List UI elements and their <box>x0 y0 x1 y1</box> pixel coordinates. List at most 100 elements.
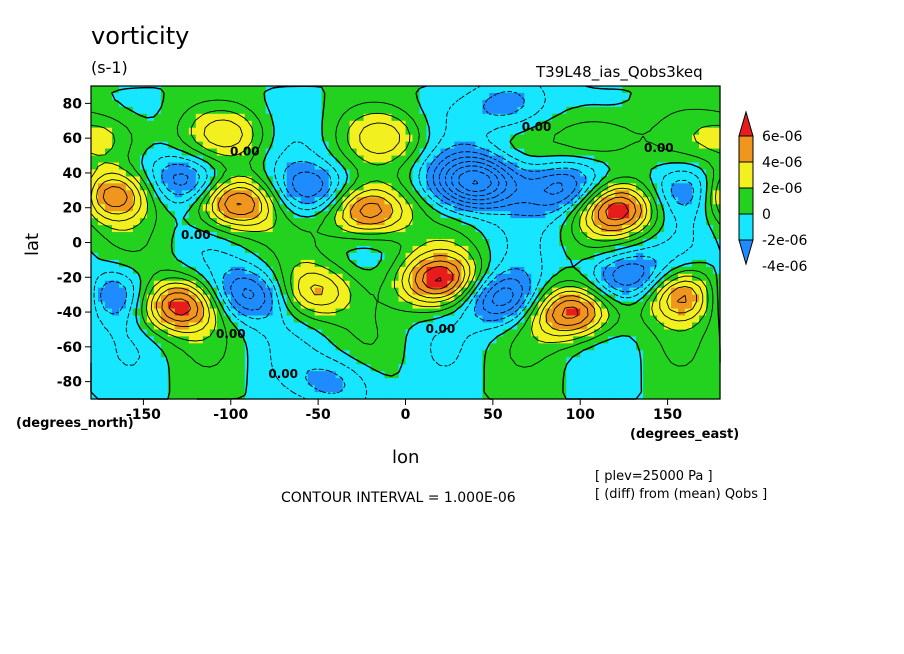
field-cell <box>125 155 134 164</box>
field-cell <box>118 343 127 351</box>
field-cell <box>153 357 162 365</box>
field-cell <box>391 169 400 178</box>
field-cell <box>524 308 532 317</box>
field-cell <box>349 183 358 191</box>
field-cell <box>447 252 456 261</box>
field-cell <box>391 287 400 296</box>
field-cell <box>524 239 532 247</box>
field-cell <box>258 259 267 268</box>
field-cell <box>307 155 316 164</box>
field-cell <box>118 148 127 157</box>
field-cell <box>258 99 267 108</box>
field-cell <box>125 183 134 191</box>
field-cell <box>363 364 372 372</box>
field-cell <box>510 155 518 164</box>
field-cell <box>692 99 700 108</box>
field-cell <box>671 169 679 178</box>
field-cell <box>167 148 176 157</box>
field-cell <box>237 245 246 254</box>
field-cell <box>153 245 162 254</box>
field-cell <box>216 287 225 296</box>
field-cell <box>454 252 463 261</box>
field-cell <box>440 86 449 94</box>
field-cell <box>174 86 183 94</box>
field-cell <box>97 336 106 344</box>
field-cell <box>496 204 504 212</box>
field-cell <box>223 141 232 150</box>
field-cell <box>475 218 483 226</box>
field-cell <box>321 245 330 254</box>
field-cell <box>286 134 295 143</box>
field-cell <box>594 252 602 261</box>
field-cell <box>524 141 532 150</box>
field-cell <box>657 113 665 122</box>
field-cell <box>223 371 232 379</box>
field-cell <box>342 141 351 150</box>
field-cell <box>706 176 714 184</box>
field-cell <box>559 127 567 136</box>
field-cell <box>636 92 644 101</box>
field-cell <box>237 86 246 94</box>
field-cell <box>209 371 218 379</box>
field-cell <box>132 350 141 358</box>
field-cell <box>328 329 337 337</box>
field-cell <box>202 371 211 379</box>
field-cell <box>104 127 113 136</box>
field-cell <box>573 343 581 351</box>
field-cell <box>146 280 155 289</box>
field-cell <box>454 162 463 171</box>
colorbar-box <box>738 187 754 215</box>
field-cell <box>461 190 469 198</box>
field-cell <box>678 99 686 108</box>
field-cell <box>237 301 246 310</box>
field-cell <box>244 86 253 94</box>
field-cell <box>594 134 602 143</box>
field-cell <box>601 92 609 101</box>
field-cell <box>174 232 183 240</box>
field-cell <box>699 280 707 289</box>
field-cell <box>475 329 483 337</box>
field-cell <box>181 141 190 150</box>
field-cell <box>384 183 393 191</box>
field-cell <box>671 99 679 108</box>
field-cell <box>335 315 344 324</box>
field-cell <box>622 127 630 136</box>
field-cell <box>412 378 421 386</box>
field-cell <box>552 245 560 254</box>
field-cell <box>545 385 553 393</box>
field-cell <box>580 99 588 108</box>
field-cell <box>181 86 190 94</box>
field-cell <box>580 141 588 150</box>
field-cell <box>580 113 588 122</box>
field-cell <box>293 86 302 94</box>
field-cell <box>440 392 449 400</box>
field-cell <box>244 273 253 282</box>
field-cell <box>314 329 323 337</box>
field-cell <box>251 197 260 205</box>
field-cell <box>503 287 511 296</box>
field-cell <box>293 273 302 282</box>
field-cell <box>678 197 686 205</box>
field-cell <box>629 204 637 212</box>
field-cell <box>370 259 379 268</box>
field-cell <box>517 232 525 240</box>
field-cell <box>237 183 246 191</box>
field-cell <box>230 127 239 136</box>
field-cell <box>272 169 281 178</box>
field-cell <box>489 343 497 351</box>
field-cell <box>489 176 497 184</box>
field-cell <box>244 252 253 261</box>
field-cell <box>440 155 449 164</box>
field-cell <box>167 183 176 191</box>
field-cell <box>454 99 463 108</box>
field-cell <box>552 336 560 344</box>
field-cell <box>699 287 707 296</box>
field-cell <box>503 245 511 254</box>
field-cell <box>258 190 267 198</box>
field-cell <box>97 106 106 115</box>
field-cell <box>216 113 225 122</box>
field-cell <box>412 259 421 268</box>
field-cell <box>454 218 463 226</box>
field-cell <box>286 232 295 240</box>
field-cell <box>363 183 372 191</box>
